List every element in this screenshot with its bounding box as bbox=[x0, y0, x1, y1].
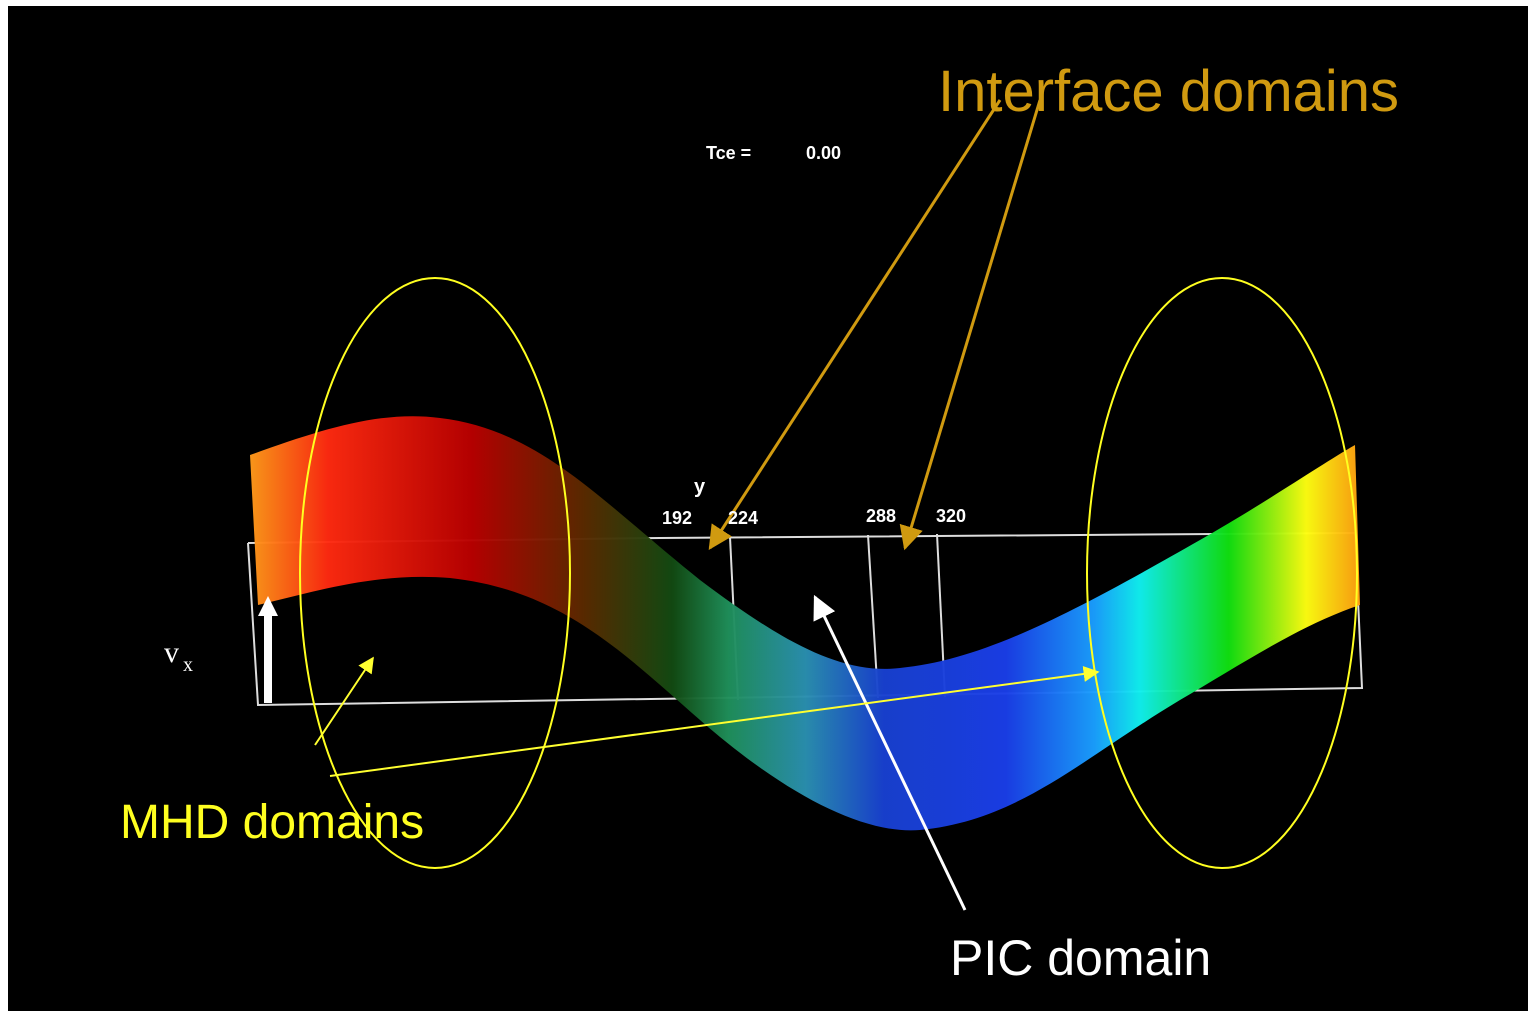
axis-label: y bbox=[694, 476, 706, 498]
tick-label: 192 bbox=[662, 508, 692, 528]
tick-label: 224 bbox=[728, 508, 758, 528]
interface-label: Interface domains bbox=[938, 59, 1399, 124]
diagram: Interface domains Tce = 0.00 y 192 224 2… bbox=[0, 0, 1536, 1017]
page: Interface domains Tce = 0.00 y 192 224 2… bbox=[0, 0, 1536, 1017]
tick-label: 320 bbox=[936, 506, 966, 526]
pic-label: PIC domain bbox=[950, 930, 1211, 986]
tce-value: 0.00 bbox=[806, 143, 841, 163]
vx-subscript: x bbox=[183, 654, 193, 676]
tce-label: Tce = bbox=[706, 143, 751, 163]
tick-label: 288 bbox=[866, 506, 896, 526]
vx-label: v bbox=[164, 636, 179, 669]
mhd-label: MHD domains bbox=[120, 796, 424, 849]
